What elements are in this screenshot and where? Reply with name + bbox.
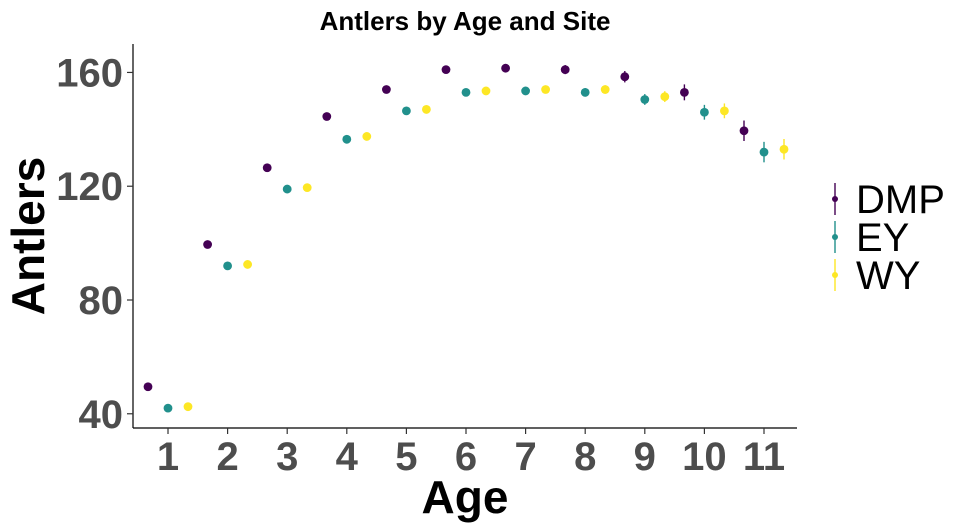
x-tick-label: 3 [276, 435, 298, 479]
legend-item-dmp: DMP [832, 178, 945, 222]
x-tick-label: 6 [455, 435, 477, 479]
data-point [521, 86, 530, 96]
data-point [302, 183, 312, 193]
data-point [600, 85, 610, 94]
plot-area: 40 80 120 160 1 2 3 4 5 6 7 8 9 10 11 [56, 44, 797, 479]
legend-key-point [832, 196, 838, 202]
y-ticks: 40 80 120 160 [56, 51, 133, 437]
data-point [620, 72, 630, 82]
data-point [541, 85, 550, 94]
x-tick-label: 10 [682, 435, 727, 479]
data-point [203, 240, 213, 249]
legend-key-point [832, 272, 838, 278]
y-tick-label: 80 [79, 279, 124, 323]
data-point [342, 134, 352, 144]
y-tick-label: 160 [56, 51, 123, 95]
x-tick-label: 5 [395, 435, 417, 479]
data-point [759, 147, 769, 157]
data-points [143, 63, 789, 413]
x-tick-label: 9 [634, 435, 656, 479]
legend-label: WY [856, 254, 920, 298]
legend-label: DMP [856, 178, 945, 222]
x-axis-title: Age [422, 471, 509, 523]
data-point [243, 260, 253, 269]
legend-item-wy: WY [832, 254, 920, 298]
data-point [481, 86, 491, 96]
x-ticks: 1 2 3 4 5 6 7 8 9 10 11 [157, 428, 785, 479]
data-point [322, 112, 332, 121]
data-point [382, 85, 391, 94]
data-point [739, 126, 749, 136]
legend-item-ey: EY [832, 216, 909, 260]
data-point [640, 95, 650, 104]
data-point [720, 106, 729, 116]
x-tick-label: 1 [157, 435, 179, 479]
legend-label: EY [856, 216, 909, 260]
y-axis-title: Antlers [2, 157, 54, 315]
y-tick-label: 120 [56, 165, 123, 209]
data-point [422, 105, 431, 114]
data-point [501, 63, 510, 73]
data-point [223, 261, 233, 271]
data-point [680, 87, 689, 97]
legend-key-point [832, 234, 838, 240]
data-point [461, 87, 471, 97]
data-point [560, 65, 570, 74]
data-point [362, 132, 372, 141]
data-point [700, 107, 709, 117]
data-point [143, 382, 153, 392]
series-ey [163, 86, 769, 413]
x-tick-label: 7 [514, 435, 536, 479]
data-point [163, 403, 173, 413]
x-tick-label: 8 [574, 435, 596, 479]
y-tick-label: 40 [79, 393, 124, 437]
x-tick-label: 2 [216, 435, 238, 479]
x-tick-label: 4 [336, 435, 359, 479]
data-point [262, 163, 272, 173]
series-wy [183, 85, 789, 412]
x-tick-label: 11 [743, 435, 785, 479]
data-point [441, 65, 451, 74]
data-point [660, 92, 670, 102]
data-point [282, 184, 292, 194]
data-point [183, 402, 193, 412]
data-point [580, 87, 590, 97]
data-point [402, 106, 411, 116]
chart-title: Antlers by Age and Site [320, 6, 611, 36]
series-dmp [143, 63, 749, 392]
data-point [779, 144, 789, 154]
